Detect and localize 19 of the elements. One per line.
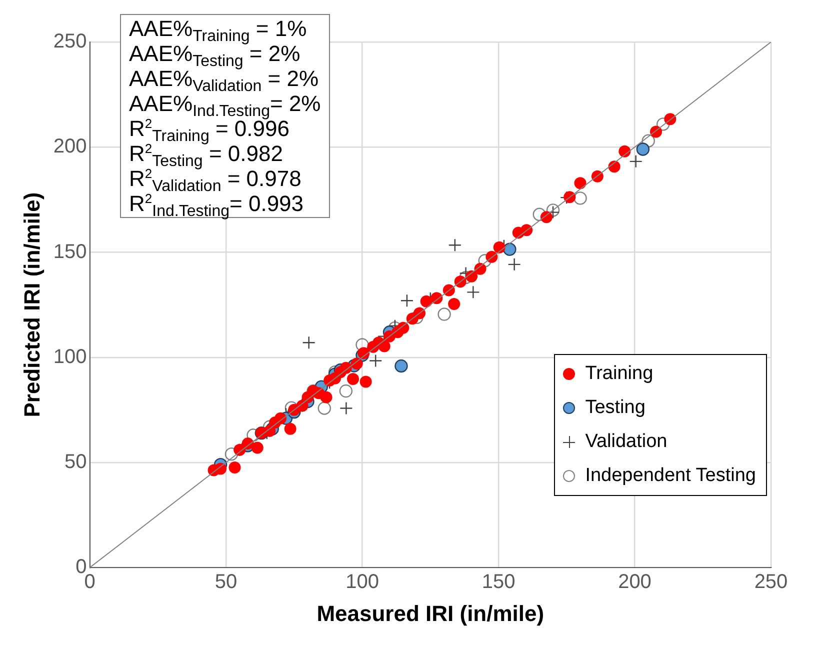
legend-label: Testing — [585, 397, 646, 419]
x-tick-label: 50 — [214, 571, 238, 594]
y-tick-label: 200 — [53, 136, 87, 158]
y-tick-label: 150 — [53, 240, 87, 263]
legend-label: Training — [585, 363, 654, 385]
annotation: AAE%$_{Training}$ = 1% — [129, 16, 308, 45]
x-axis-title: Measured IRI (in/mile) — [316, 600, 544, 626]
y-axis-title: Predicted IRI (in/mile) — [19, 192, 44, 418]
x-tick-label: 100 — [346, 571, 379, 594]
annotation: R$^{2}$$_{Ind.Testing}$= 0.993 — [129, 191, 304, 220]
legend-label: Independent Testing — [585, 465, 756, 487]
legend-label: Validation — [585, 431, 668, 453]
x-tick-label: 250 — [754, 571, 788, 594]
x-tick-label: 150 — [482, 571, 516, 594]
annotation: AAE%$_{Ind.Testing}$= 2% — [129, 91, 321, 120]
y-tick-label: 100 — [53, 346, 87, 368]
y-tick-label: 50 — [64, 450, 87, 473]
y-tick-label: 250 — [53, 30, 87, 53]
x-tick-label: 200 — [618, 571, 652, 594]
